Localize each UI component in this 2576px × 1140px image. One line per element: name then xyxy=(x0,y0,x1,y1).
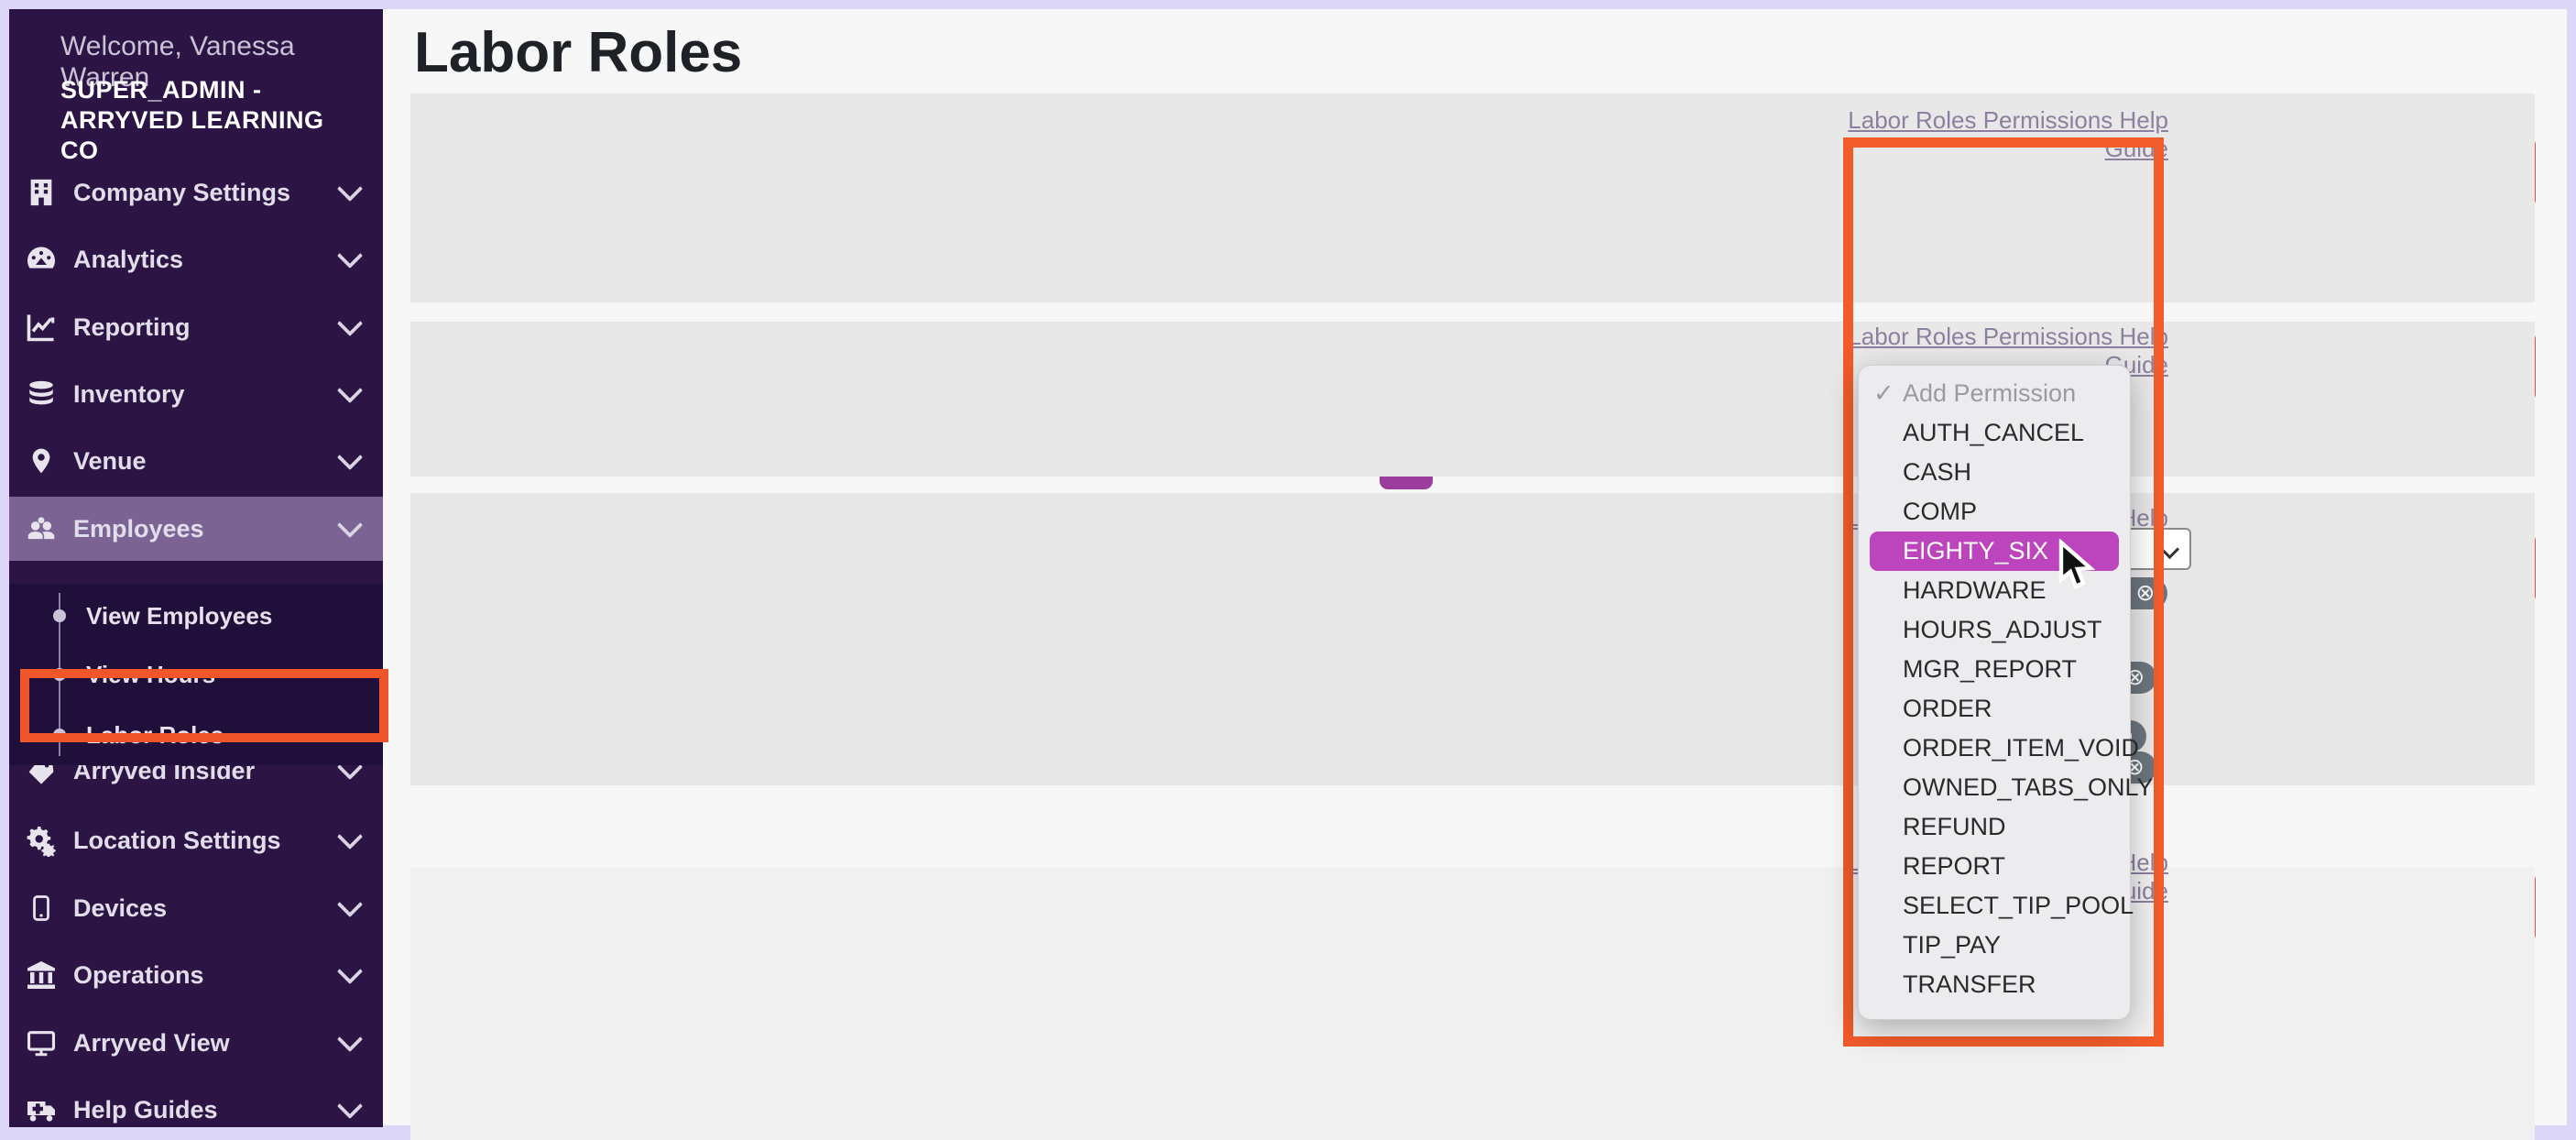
menu-item-owned-tabs-only[interactable]: OWNED_TABS_ONLY xyxy=(1903,773,2154,801)
sidebar-item-label: Inventory xyxy=(73,379,185,408)
menu-item-comp[interactable]: COMP xyxy=(1903,498,1977,525)
labor-role-row-events xyxy=(410,493,2535,785)
sidebar-item-company-settings[interactable]: Company Settings xyxy=(9,160,383,225)
remove-tag-icon[interactable]: ⊗ xyxy=(2135,580,2156,606)
labor-role-row-bartender xyxy=(410,93,2535,302)
chevron-down-icon xyxy=(336,1092,364,1120)
menu-item-auth-cancel[interactable]: AUTH_CANCEL xyxy=(1903,419,2085,446)
chevron-down-icon xyxy=(336,444,364,471)
menu-item-transfer[interactable]: TRANSFER xyxy=(1903,970,2036,998)
sidebar: Welcome, Vanessa Warren SUPER_ADMIN - AR… xyxy=(9,9,383,1127)
people-icon xyxy=(9,511,73,546)
labor-roles-highlight-outline xyxy=(20,669,388,742)
sidebar-item-reporting[interactable]: Reporting xyxy=(9,295,383,359)
labor-role-row-general-manager xyxy=(410,867,2535,1140)
sidebar-item-location-settings[interactable]: Location Settings xyxy=(9,808,383,872)
chevron-down-icon xyxy=(336,242,364,269)
sidebar-item-label: Location Settings xyxy=(73,826,281,854)
mouse-cursor-icon xyxy=(2058,539,2096,590)
sidebar-item-label: Arryved View xyxy=(73,1028,230,1057)
chevron-down-icon xyxy=(336,377,364,404)
sidebar-item-label: Operations xyxy=(73,960,204,989)
database-icon xyxy=(9,378,73,410)
chevron-down-icon xyxy=(336,823,364,850)
phone-icon xyxy=(9,894,73,922)
chevron-down-icon xyxy=(336,310,364,337)
sidebar-item-employees[interactable]: Employees xyxy=(9,497,383,561)
monitor-icon xyxy=(9,1027,73,1058)
help-guide-link[interactable]: Labor Roles Permissions Help Guide xyxy=(1848,323,2168,378)
menu-item-order-item-void[interactable]: ORDER_ITEM_VOID xyxy=(1903,734,2140,762)
truck-icon xyxy=(9,1093,73,1126)
submenu-item-view-employees[interactable]: View Employees xyxy=(9,587,383,644)
chart-icon xyxy=(9,311,73,344)
menu-item-select-tip-pool[interactable]: SELECT_TIP_POOL xyxy=(1903,892,2134,919)
menu-item-hours-adjust[interactable]: HOURS_ADJUST xyxy=(1903,616,2102,643)
sidebar-item-venue[interactable]: Venue xyxy=(9,429,383,493)
add-permission-dropdown-menu: Add Permission AUTH_CANCEL CASH COMP EIG… xyxy=(1858,365,2154,1020)
sidebar-item-label: Reporting xyxy=(73,312,191,341)
sidebar-item-arryved-view[interactable]: Arryved View xyxy=(9,1011,383,1075)
menu-item-report[interactable]: REPORT xyxy=(1903,852,2006,880)
sidebar-item-devices[interactable]: Devices xyxy=(9,876,383,940)
menu-item-refund[interactable]: REFUND xyxy=(1903,813,2006,840)
menu-item-eighty-six[interactable]: EIGHTY_SIX xyxy=(1870,532,2119,571)
sidebar-item-help-guides[interactable]: Help Guides xyxy=(9,1078,383,1140)
chevron-down-icon xyxy=(336,175,364,203)
permissions-highlight-outline xyxy=(1843,137,2164,1047)
sidebar-item-label: Analytics xyxy=(73,245,184,273)
sidebar-item-label: Company Settings xyxy=(73,178,291,206)
sidebar-item-operations[interactable]: Operations xyxy=(9,943,383,1007)
chevron-down-icon xyxy=(336,891,364,918)
sidebar-item-label: Help Guides xyxy=(73,1095,218,1124)
sidebar-item-inventory[interactable]: Inventory xyxy=(9,362,383,426)
bullet-icon xyxy=(53,609,66,622)
menu-item-mgr-report[interactable]: MGR_REPORT xyxy=(1903,655,2078,683)
chevron-down-icon xyxy=(336,1025,364,1053)
menu-item-cash[interactable]: CASH xyxy=(1903,458,1972,486)
chevron-down-icon xyxy=(336,958,364,985)
gauge-icon xyxy=(9,243,73,276)
chevron-down-icon xyxy=(336,511,364,539)
menu-item-add-permission[interactable]: Add Permission xyxy=(1859,374,2130,413)
sidebar-item-label: Devices xyxy=(73,893,168,922)
menu-item-order[interactable]: ORDER xyxy=(1903,695,1992,722)
bank-icon xyxy=(9,959,73,992)
menu-item-hardware[interactable]: HARDWARE xyxy=(1903,576,2047,604)
sidebar-item-label: Employees xyxy=(73,514,204,543)
account-name: SUPER_ADMIN - ARRYVED LEARNING CO xyxy=(60,76,324,164)
sidebar-item-analytics[interactable]: Analytics xyxy=(9,227,383,291)
sidebar-item-label: Venue xyxy=(73,446,147,475)
page-title: Labor Roles xyxy=(414,21,743,84)
gears-icon xyxy=(9,824,73,857)
welcome-text: Welcome, Vanessa Warren xyxy=(60,31,295,93)
submenu-item-label: View Employees xyxy=(86,601,273,630)
labor-role-row-brewer xyxy=(410,322,2535,477)
menu-item-tip-pay[interactable]: TIP_PAY xyxy=(1903,931,2002,959)
pin-icon xyxy=(9,446,73,476)
building-icon xyxy=(9,177,73,208)
